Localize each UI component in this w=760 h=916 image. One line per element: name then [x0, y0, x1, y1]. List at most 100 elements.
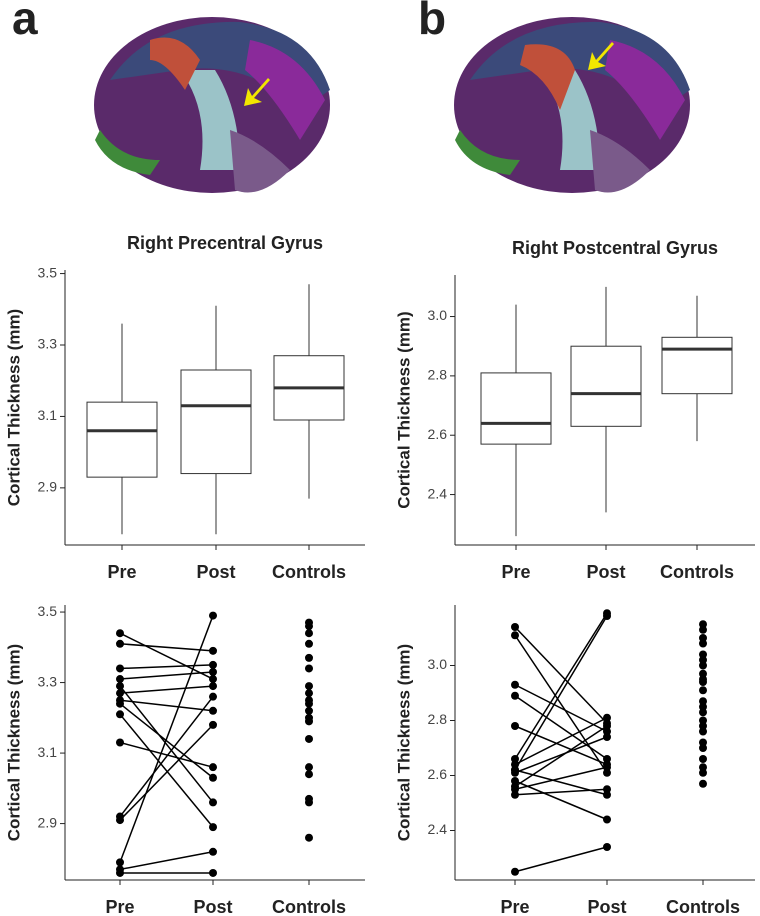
- chart-title: Right Precentral Gyrus: [127, 233, 323, 253]
- x-tick-label: Post: [586, 562, 625, 582]
- dot: [511, 777, 519, 785]
- dot: [209, 611, 217, 620]
- dot: [699, 702, 707, 711]
- pair-line: [514, 717, 608, 766]
- dot: [699, 768, 707, 777]
- pair-line: [514, 780, 608, 821]
- dot: [305, 734, 313, 743]
- y-axis-label: Cortical Thickness (mm): [4, 309, 23, 506]
- pair-line: [514, 736, 608, 774]
- dot: [511, 768, 519, 777]
- pair-line: [119, 664, 214, 670]
- pair-line: [514, 846, 608, 873]
- dot: [603, 612, 611, 620]
- x-tick-label: Pre: [501, 562, 530, 582]
- dot: [699, 620, 707, 629]
- panel-label: a: [12, 0, 38, 44]
- y-axis-label: Cortical Thickness (mm): [394, 311, 413, 508]
- dot: [699, 686, 707, 695]
- dot: [511, 790, 519, 799]
- dot: [209, 667, 217, 676]
- dot: [699, 763, 707, 772]
- dot: [603, 815, 611, 824]
- pair-line: [514, 626, 608, 724]
- y-axis-label: Cortical Thickness (mm): [394, 644, 413, 841]
- dot: [116, 738, 124, 747]
- pair-line: [514, 766, 608, 790]
- pair-line: [119, 724, 214, 821]
- box: [86, 401, 158, 478]
- dot: [511, 631, 519, 640]
- x-tick-label: Post: [587, 897, 626, 916]
- pair-line: [119, 685, 214, 803]
- pair-line: [514, 725, 608, 788]
- dot: [511, 755, 519, 763]
- pair-line: [119, 643, 214, 652]
- dot: [511, 760, 519, 769]
- dot: [305, 682, 313, 691]
- dot: [699, 650, 707, 659]
- y-tick-label: 3.5: [38, 264, 58, 280]
- dot: [116, 629, 124, 638]
- dot: [209, 868, 217, 877]
- panel-label: b: [418, 0, 446, 44]
- dot: [699, 669, 707, 678]
- y-tick-label: 2.8: [428, 367, 448, 383]
- dot: [209, 706, 217, 715]
- pair-line: [119, 632, 214, 680]
- dot: [603, 768, 611, 777]
- dot: [116, 639, 124, 648]
- dot: [116, 816, 124, 825]
- dot: [116, 699, 124, 708]
- dot: [603, 722, 611, 730]
- box: [661, 336, 733, 395]
- dot: [603, 727, 611, 736]
- box: [480, 372, 552, 445]
- pair-line: [514, 769, 608, 796]
- dot: [116, 675, 124, 684]
- pair-line: [119, 713, 214, 828]
- pair-line: [119, 685, 214, 694]
- dot: [603, 713, 611, 722]
- y-tick-label: 3.3: [38, 336, 58, 352]
- dot: [699, 639, 707, 648]
- dot: [305, 706, 313, 715]
- y-tick-label: 2.4: [428, 821, 448, 837]
- dot: [305, 833, 313, 842]
- dot: [305, 664, 313, 673]
- dot: [603, 785, 611, 794]
- dot: [511, 623, 519, 631]
- x-tick-label: Post: [196, 562, 235, 582]
- dot: [699, 716, 707, 725]
- y-tick-label: 3.3: [38, 673, 58, 689]
- dot: [511, 785, 519, 794]
- x-tick-label: Pre: [105, 897, 134, 916]
- dot: [511, 680, 519, 689]
- dot: [603, 733, 611, 741]
- box: [570, 345, 642, 427]
- pair-line: [514, 612, 608, 760]
- dot: [603, 763, 611, 772]
- y-tick-label: 2.6: [428, 426, 448, 442]
- dot: [116, 710, 124, 719]
- pair-line: [514, 695, 608, 760]
- dot: [603, 790, 611, 799]
- y-tick-label: 2.9: [38, 814, 58, 830]
- dot: [116, 858, 124, 867]
- pair-line: [119, 696, 214, 817]
- dot: [699, 697, 707, 706]
- pair-line: [119, 741, 214, 768]
- dot: [699, 634, 707, 642]
- pair-line: [514, 725, 608, 766]
- dot: [209, 763, 217, 772]
- dot: [116, 682, 124, 691]
- y-tick-label: 2.4: [428, 485, 448, 501]
- dot: [305, 770, 313, 779]
- brain-image-b: [454, 17, 690, 193]
- dot: [116, 689, 124, 698]
- dot: [511, 691, 519, 700]
- x-tick-label: Controls: [666, 897, 740, 916]
- dot: [116, 868, 124, 877]
- pair-line: [514, 684, 608, 733]
